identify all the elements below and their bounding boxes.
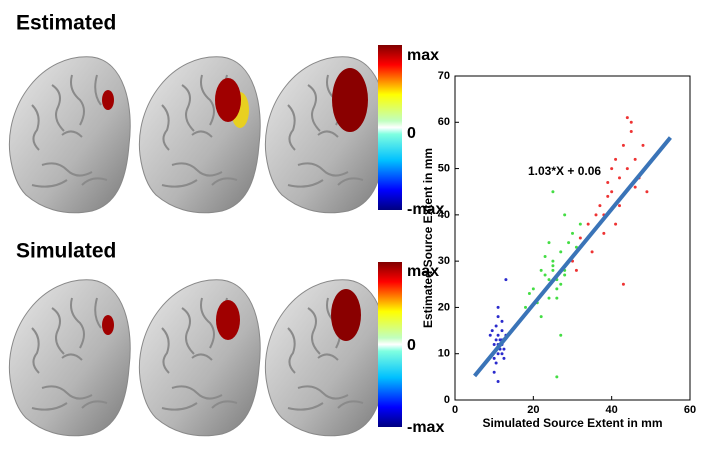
point bbox=[492, 342, 496, 346]
brain-images bbox=[8, 55, 388, 437]
point bbox=[492, 356, 496, 360]
point bbox=[547, 296, 551, 300]
point bbox=[559, 250, 563, 254]
point bbox=[543, 273, 547, 277]
point bbox=[563, 213, 567, 217]
point bbox=[502, 356, 506, 360]
point bbox=[531, 287, 535, 291]
point bbox=[641, 143, 645, 147]
y-tick-label: 60 bbox=[438, 116, 450, 128]
fit-line bbox=[473, 136, 672, 378]
point bbox=[551, 264, 555, 268]
point bbox=[590, 250, 594, 254]
point bbox=[563, 273, 567, 277]
point bbox=[559, 333, 563, 337]
point bbox=[614, 222, 618, 226]
point bbox=[496, 305, 500, 309]
point bbox=[500, 329, 504, 333]
point bbox=[614, 157, 618, 161]
point bbox=[539, 268, 543, 272]
panel-label: Estimated bbox=[16, 12, 116, 35]
point bbox=[494, 338, 498, 342]
colorbar-label: max bbox=[407, 47, 439, 64]
point bbox=[586, 222, 590, 226]
point bbox=[629, 130, 633, 134]
point bbox=[598, 204, 602, 208]
colorbar-label: -max bbox=[407, 419, 444, 436]
colorbar bbox=[378, 262, 402, 427]
plot-frame bbox=[454, 75, 691, 401]
point bbox=[551, 268, 555, 272]
point bbox=[625, 167, 629, 171]
point bbox=[618, 176, 621, 180]
point bbox=[610, 167, 614, 171]
point bbox=[645, 190, 649, 194]
colorbar-label: -max bbox=[407, 201, 444, 218]
x-tick-label: 0 bbox=[452, 404, 458, 416]
point bbox=[606, 194, 610, 198]
point bbox=[625, 116, 629, 120]
y-axis-label: Estimated Source Extent in mm bbox=[421, 148, 435, 328]
x-tick-label: 60 bbox=[684, 404, 696, 416]
point bbox=[567, 241, 571, 245]
y-tick-label: 10 bbox=[438, 348, 450, 360]
point bbox=[539, 315, 543, 319]
point bbox=[629, 120, 633, 124]
colorbar-label: 0 bbox=[407, 337, 416, 354]
point bbox=[543, 255, 547, 259]
point bbox=[621, 282, 625, 286]
point bbox=[496, 379, 500, 383]
point bbox=[618, 204, 621, 208]
point bbox=[502, 347, 506, 351]
point bbox=[504, 278, 508, 282]
point bbox=[527, 292, 531, 296]
y-tick-label: 20 bbox=[438, 301, 450, 313]
colorbar-label: 0 bbox=[407, 125, 416, 142]
point bbox=[500, 352, 504, 356]
point bbox=[621, 143, 625, 147]
colorbar bbox=[378, 45, 402, 210]
point bbox=[492, 370, 496, 374]
y-tick-label: 70 bbox=[438, 70, 450, 82]
point bbox=[496, 315, 500, 319]
point bbox=[551, 259, 555, 263]
point bbox=[500, 319, 504, 323]
colorbar-label: max bbox=[407, 263, 439, 280]
point bbox=[496, 333, 500, 337]
y-tick-label: 30 bbox=[438, 255, 450, 267]
point bbox=[494, 324, 498, 328]
point bbox=[571, 231, 574, 235]
point bbox=[555, 375, 559, 379]
point bbox=[555, 296, 559, 300]
point bbox=[555, 287, 559, 291]
point bbox=[547, 241, 551, 245]
point bbox=[633, 157, 637, 161]
point bbox=[594, 213, 598, 217]
point bbox=[633, 185, 637, 189]
point bbox=[547, 278, 551, 282]
x-tick-label: 40 bbox=[606, 404, 618, 416]
point bbox=[610, 190, 614, 194]
x-axis-label: Simulated Source Extent in mm bbox=[482, 416, 662, 430]
point bbox=[578, 236, 582, 240]
point bbox=[488, 333, 492, 337]
point bbox=[602, 231, 606, 235]
point bbox=[490, 329, 494, 333]
point bbox=[494, 361, 498, 365]
point bbox=[559, 282, 563, 286]
annotation: 1.03*X + 0.06 bbox=[528, 164, 601, 178]
y-tick-label: 0 bbox=[444, 394, 450, 406]
point bbox=[574, 268, 578, 272]
panel-label: Simulated bbox=[16, 240, 116, 263]
point bbox=[524, 305, 527, 309]
y-tick-label: 50 bbox=[438, 162, 450, 174]
x-tick-label: 20 bbox=[527, 404, 539, 416]
point bbox=[551, 190, 555, 194]
point bbox=[606, 180, 610, 184]
y-tick-label: 40 bbox=[438, 209, 450, 221]
point bbox=[496, 352, 500, 356]
point bbox=[578, 222, 582, 226]
